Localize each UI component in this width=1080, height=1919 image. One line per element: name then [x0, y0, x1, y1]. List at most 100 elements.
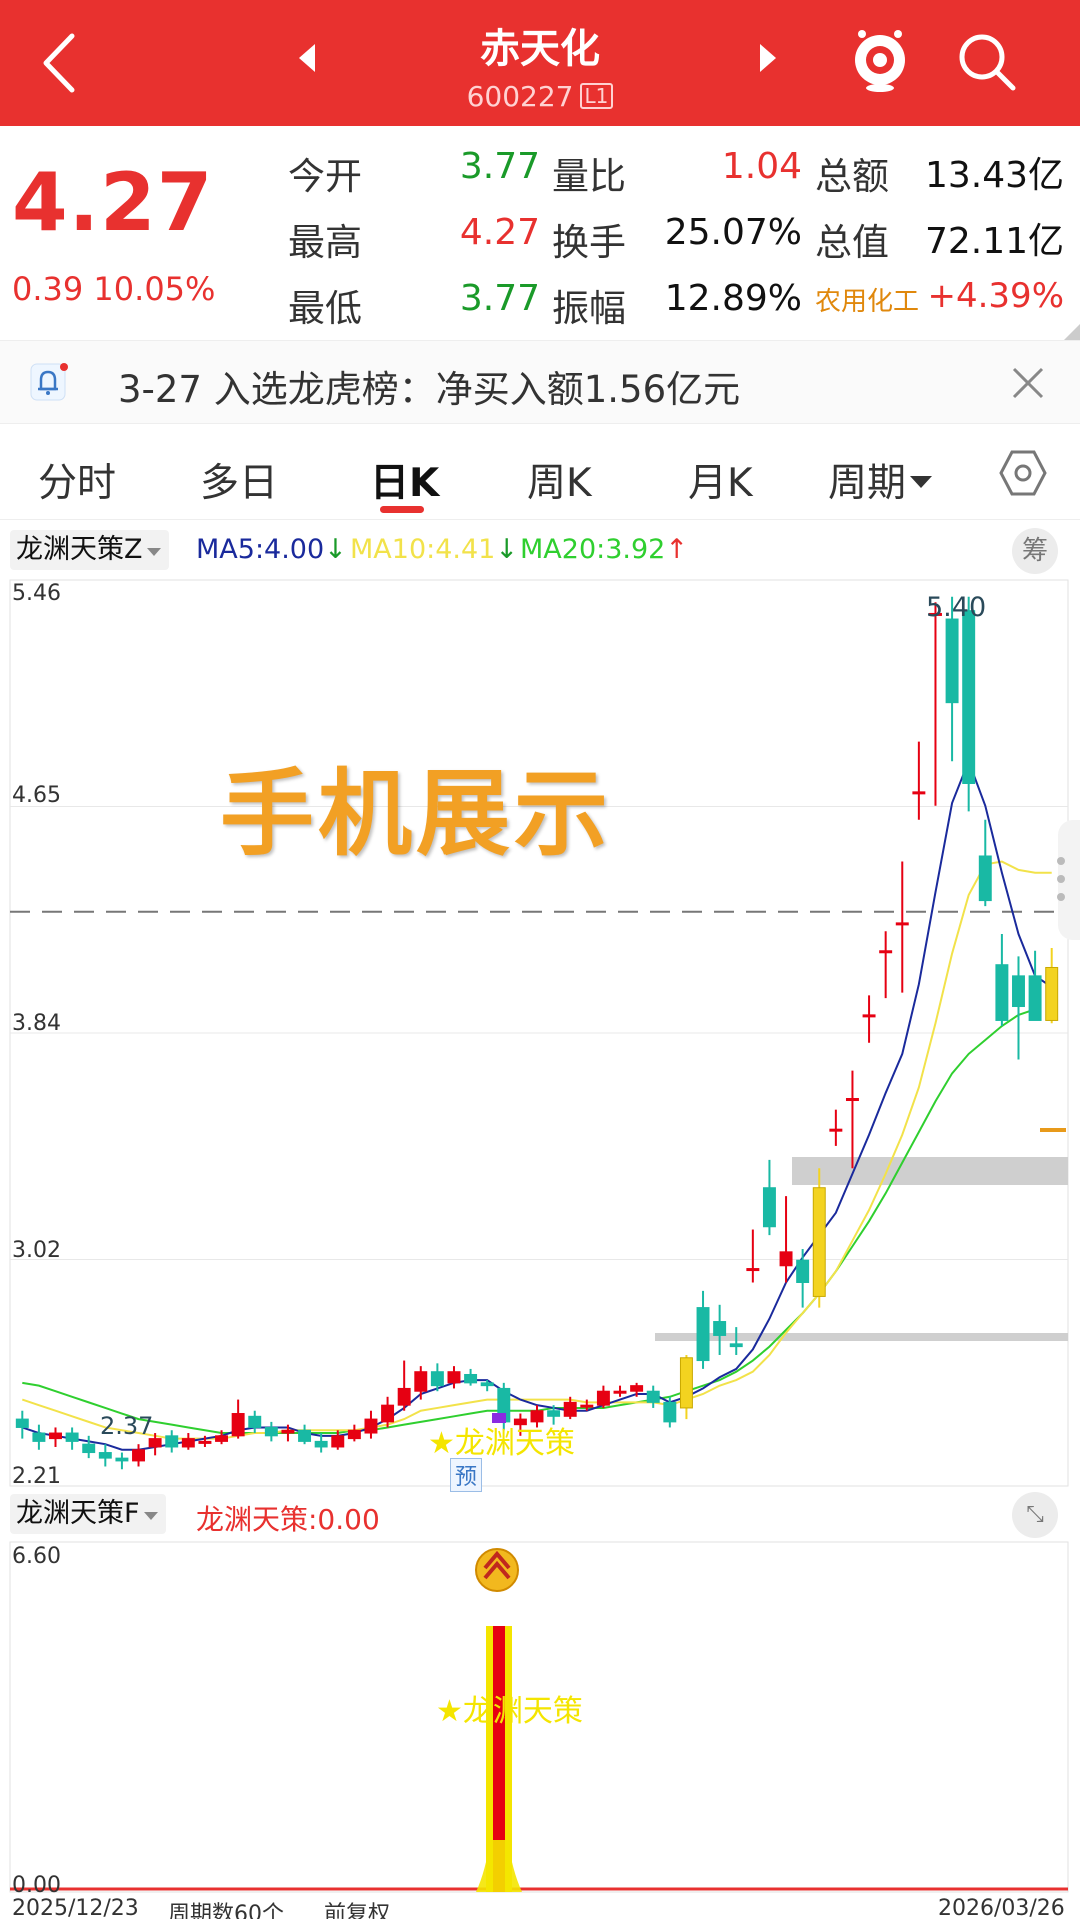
candle-body [148, 1438, 162, 1448]
sub-indicator-select[interactable]: 龙渊天策F [10, 1494, 166, 1534]
y-tick-3: 3.84 [12, 1011, 61, 1036]
handle-dot [1057, 893, 1065, 901]
candle-body [430, 1371, 444, 1387]
vol-ratio-value: 1.04 [721, 146, 802, 187]
signal-bar-base [476, 1840, 522, 1892]
high-label: 最高 [288, 221, 362, 264]
quote-panel: 4.27 0.39 10.05% 今开 最高 最低 3.77 4.27 3.77… [0, 126, 1080, 340]
footer-end-date: 2026/03/26 [938, 1896, 1065, 1919]
handle-dot [1057, 875, 1065, 883]
mktcap-label: 总值 [815, 221, 889, 264]
sector-change[interactable]: +4.39% [927, 276, 1065, 316]
candle-body [812, 1187, 826, 1297]
candle-body [879, 950, 893, 954]
back-arrow-icon[interactable] [36, 28, 86, 98]
settings-hexagon-icon[interactable] [998, 448, 1048, 498]
candle-body [65, 1432, 79, 1442]
signal-badge-chevron [483, 1550, 511, 1570]
main-indicator-row: 龙渊天策Z MA5:4.00↓ MA10:4.41↓ MA20:3.92↑ 筹 [0, 528, 1080, 574]
candle-body [165, 1435, 179, 1448]
prev-stock-icon[interactable] [295, 40, 319, 76]
tab-multiday[interactable]: 多日 [200, 461, 279, 506]
candle-body [198, 1440, 212, 1444]
watermark-text: 手机展示 [220, 760, 613, 869]
candle-body [464, 1373, 478, 1384]
footer-period-count: 周期数60个 [168, 1902, 284, 1919]
y-tick-5: 2.21 [12, 1464, 61, 1489]
candle-body [264, 1426, 278, 1437]
caret-down-icon [910, 476, 933, 488]
search-icon[interactable] [955, 30, 1019, 94]
footer-adjust[interactable]: 前复权 [324, 1902, 391, 1919]
tab-weekly-k[interactable]: 周K [527, 461, 592, 506]
stock-name: 赤天化 [480, 26, 600, 72]
mascot-icon[interactable] [848, 24, 912, 94]
candle-body [513, 1418, 527, 1426]
signal-bar-inner [493, 1626, 505, 1892]
signal-tag-main: ★龙渊天策 [428, 1426, 575, 1461]
expand-icon[interactable]: ⤡ [1012, 1492, 1058, 1538]
close-icon[interactable] [1008, 363, 1048, 403]
tab-daily-k[interactable]: 日K [370, 461, 440, 506]
low-value: 3.77 [459, 278, 540, 319]
period-tabs: 分时 多日 日K 周K 月K 周期 [0, 426, 1080, 520]
candle-body [414, 1371, 428, 1392]
cost-marker [1040, 1128, 1066, 1132]
ma20-value: MA20:3.92↑ [520, 534, 688, 565]
vol-ratio-label: 量比 [552, 155, 626, 198]
ma20-line [22, 1008, 1036, 1435]
candle-body [796, 1259, 810, 1283]
stock-code-text: 600227 [466, 80, 574, 113]
candle-body [115, 1457, 129, 1462]
tab-intraday[interactable]: 分时 [38, 461, 117, 506]
chart-footer: 2025/12/23 周期数60个 前复权 2026/03/26 [0, 1896, 1080, 1919]
high-price-label: 5.40 [926, 592, 987, 623]
candle-body [995, 964, 1009, 1021]
ma5-text: MA5:4.00 [196, 534, 325, 565]
candle-body [696, 1307, 710, 1362]
price-change: 0.39 10.05% [12, 270, 216, 308]
candle-body [829, 1128, 843, 1132]
candle-body [713, 1321, 727, 1336]
high-value: 4.27 [459, 212, 540, 253]
active-tab-indicator [380, 506, 424, 513]
purple-marker [492, 1413, 506, 1423]
amplitude-value: 12.89% [664, 278, 802, 319]
ma5-arrow: ↓ [324, 534, 347, 565]
expand-corner-icon[interactable] [1064, 324, 1080, 340]
turnover-value: 25.07% [664, 212, 802, 253]
candle-body [895, 922, 909, 926]
y-tick-2: 4.65 [12, 783, 61, 808]
mktcap-value: 72.11亿 [924, 221, 1064, 262]
candle-body [49, 1432, 62, 1440]
candle-body [181, 1438, 195, 1448]
candle-body [912, 791, 926, 795]
sector-name[interactable]: 农用化工 [815, 287, 920, 317]
candle-body [82, 1443, 96, 1454]
chip-distribution-button[interactable]: 筹 [1012, 528, 1058, 574]
main-indicator-select[interactable]: 龙渊天策Z [10, 530, 169, 570]
candle-body [1028, 975, 1042, 1021]
candle-body [663, 1401, 677, 1423]
signal-badge-chevron [483, 1560, 511, 1580]
app-header: 赤天化 600227 L1 [0, 0, 1080, 126]
candle-body [928, 612, 942, 616]
ma20-arrow: ↑ [665, 534, 688, 565]
candle-body [679, 1357, 693, 1409]
next-stock-icon[interactable] [756, 40, 780, 76]
tab-period-dropdown[interactable]: 周期 [828, 452, 933, 508]
side-drawer-handle[interactable] [1058, 820, 1080, 940]
candle-body [314, 1440, 328, 1448]
chip-band [792, 1157, 1068, 1185]
y-tick-1: 5.46 [12, 581, 61, 606]
candle-body [132, 1449, 146, 1462]
tab-monthly-k[interactable]: 月K [688, 461, 753, 506]
candle-body [563, 1401, 577, 1417]
candle-body [962, 610, 976, 785]
candle-body [98, 1452, 112, 1459]
notice-text: 3-27 入选龙虎榜：净买入额1.56亿元 [118, 368, 741, 411]
notice-bar[interactable]: 3-27 入选龙虎榜：净买入额1.56亿元 [0, 340, 1080, 424]
turnover-label: 换手 [552, 221, 626, 264]
signal-badge-icon [475, 1548, 519, 1592]
